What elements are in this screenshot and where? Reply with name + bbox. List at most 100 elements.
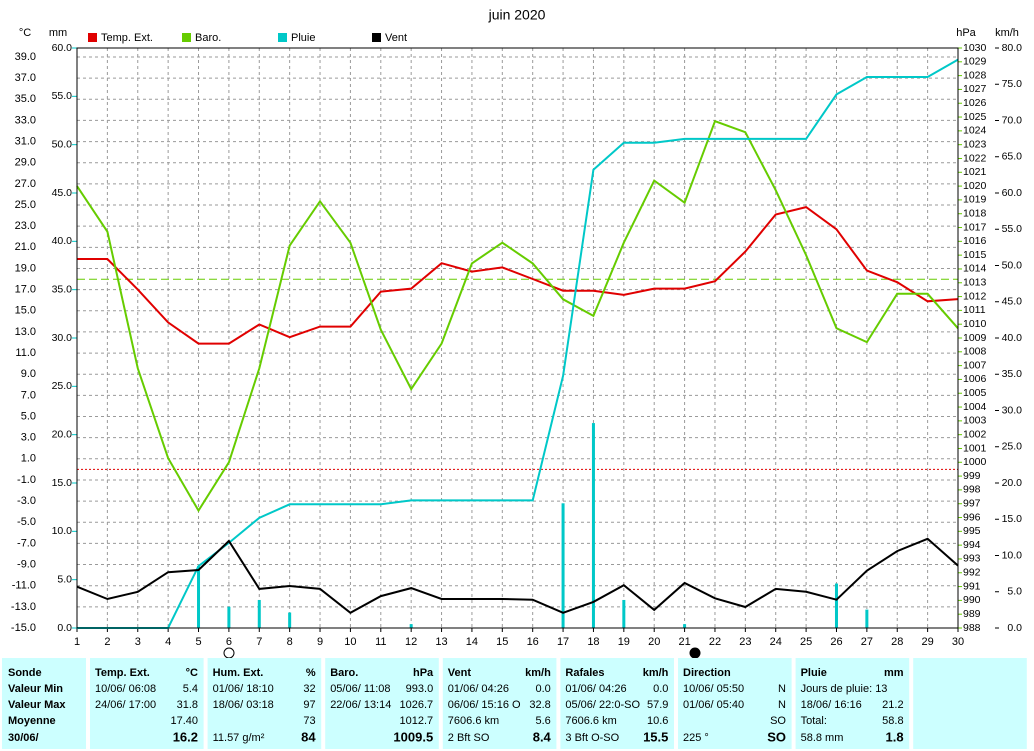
x-tick-label: 20 bbox=[648, 636, 660, 648]
rain-bar bbox=[865, 609, 869, 628]
y-tick-label: 35.0 bbox=[52, 283, 73, 295]
y-tick-label: 1011 bbox=[963, 304, 986, 316]
cell-value: 993.0 bbox=[406, 683, 434, 695]
y-tick-label: 1027 bbox=[963, 83, 987, 95]
cell-value: 32 bbox=[303, 683, 315, 695]
legend-label: Baro. bbox=[195, 32, 221, 44]
table-panel bbox=[795, 658, 910, 749]
rain-bar bbox=[288, 612, 292, 628]
x-tick-label: 19 bbox=[618, 636, 630, 648]
plot-frame bbox=[76, 47, 959, 629]
legend-label: Temp. Ext. bbox=[101, 32, 153, 44]
cell-value: 0.0 bbox=[653, 683, 668, 695]
y-tick-label: 80.0 bbox=[1002, 42, 1023, 54]
cell-label: 22/06/ 13:14 bbox=[330, 699, 391, 711]
cell-label: 225 ° bbox=[683, 732, 709, 744]
cell-value: 15.5 bbox=[643, 729, 668, 744]
y-tick-label: 988 bbox=[963, 622, 981, 634]
cell-label: 7606.6 km bbox=[565, 715, 616, 727]
table-panel bbox=[913, 658, 1027, 749]
cell-label: 10/06/ 05:50 bbox=[683, 683, 744, 695]
y-tick-label: 1001 bbox=[963, 442, 987, 454]
y-tick-label: 10.0 bbox=[52, 525, 73, 537]
y-tick-label: 1028 bbox=[963, 69, 987, 81]
x-tick-label: 30 bbox=[952, 636, 964, 648]
y-tick-label: 70.0 bbox=[1002, 114, 1023, 126]
y-tick-label: 60.0 bbox=[1002, 187, 1023, 199]
y-tick-label: 15.0 bbox=[1002, 513, 1023, 525]
y-tick-label: 39.0 bbox=[15, 51, 36, 63]
y-tick-label: 1012 bbox=[963, 290, 987, 302]
y-tick-label: 37.0 bbox=[15, 72, 36, 84]
table-panel bbox=[442, 658, 557, 749]
rain-bar bbox=[257, 599, 261, 628]
cell-label: 01/06/ 04:26 bbox=[565, 683, 626, 695]
y-tick-label: 11.0 bbox=[15, 347, 36, 359]
row-label: 30/06/ bbox=[8, 732, 39, 744]
y-tick-label: -3.0 bbox=[17, 495, 36, 507]
y-tick-label: 5.0 bbox=[57, 573, 72, 585]
cell-value: 16.2 bbox=[173, 729, 198, 744]
column-unit: km/h bbox=[525, 667, 551, 679]
x-tick-label: 8 bbox=[287, 636, 293, 648]
legend-label: Pluie bbox=[291, 32, 315, 44]
y-tick-label: 3.0 bbox=[21, 432, 36, 444]
y-tick-label: 40.0 bbox=[52, 235, 73, 247]
legend-swatch bbox=[182, 33, 191, 42]
legend-label: Vent bbox=[385, 32, 407, 44]
y-tick-label: 1003 bbox=[963, 415, 987, 427]
y-tick-label: 1029 bbox=[963, 56, 987, 68]
y-tick-label: -13.0 bbox=[11, 601, 36, 613]
cell-label: 2 Bft SO bbox=[448, 732, 490, 744]
cell-value: N bbox=[778, 699, 786, 711]
legend-swatch bbox=[372, 33, 381, 42]
y-tick-label: 1030 bbox=[963, 42, 987, 54]
cell-value: 1.8 bbox=[886, 729, 904, 744]
y-tick-label: 999 bbox=[963, 470, 981, 482]
chart-title: juin 2020 bbox=[488, 7, 546, 23]
cell-value: 1026.7 bbox=[400, 699, 434, 711]
cell-label: 05/06/ 11:08 bbox=[330, 683, 390, 695]
x-tick-label: 15 bbox=[496, 636, 508, 648]
y-tick-label: 1022 bbox=[963, 152, 987, 164]
cell-value: 5.6 bbox=[536, 715, 551, 727]
y-tick-label: -7.0 bbox=[17, 537, 36, 549]
rain-bar bbox=[561, 503, 565, 628]
x-tick-label: 29 bbox=[921, 636, 933, 648]
y-tick-label: 15.0 bbox=[52, 477, 73, 489]
series-line bbox=[76, 537, 959, 614]
y-tick-label: 27.0 bbox=[15, 178, 36, 190]
y-tick-label: 30.0 bbox=[52, 332, 73, 344]
y-tick-label: 1007 bbox=[963, 359, 987, 371]
rain-bar bbox=[227, 606, 231, 628]
row-label: Valeur Min bbox=[8, 683, 63, 695]
y-tick-label: 990 bbox=[963, 594, 981, 606]
cell-label: 3 Bft O-SO bbox=[565, 732, 619, 744]
table-panel bbox=[207, 658, 322, 749]
moon-icon bbox=[223, 647, 235, 659]
column-unit: % bbox=[306, 667, 316, 679]
y-tick-label: 5.0 bbox=[1007, 586, 1022, 598]
y-tick-label: 0.0 bbox=[57, 622, 72, 634]
x-tick-label: 14 bbox=[466, 636, 478, 648]
y-tick-label: -15.0 bbox=[11, 622, 36, 634]
cell-label: Jours de pluie: 13 bbox=[801, 683, 888, 695]
y-tick-label: 996 bbox=[963, 511, 981, 523]
table-panel bbox=[560, 658, 674, 749]
rain-bar bbox=[622, 599, 626, 628]
table-panel bbox=[678, 658, 792, 749]
x-tick-label: 11 bbox=[375, 636, 386, 648]
x-tick-label: 21 bbox=[678, 636, 690, 648]
y-tick-label: 55.0 bbox=[52, 90, 73, 102]
y-tick-label: 35.0 bbox=[15, 93, 36, 105]
cell-value: N bbox=[778, 683, 786, 695]
y-tick-label: 55.0 bbox=[1002, 223, 1023, 235]
x-tick-label: 22 bbox=[709, 636, 721, 648]
plot: 1 2 3 4 5 6 7 8 9 10 11 12 13 14 15 16 17 18 19 20 21 22 23 24 2… bbox=[11, 42, 1022, 648]
column-header: Vent bbox=[448, 667, 472, 679]
rain-bar bbox=[409, 624, 413, 628]
y-tick-label: 1020 bbox=[963, 180, 987, 192]
y-tick-label: 991 bbox=[963, 580, 981, 592]
cell-value: 73 bbox=[303, 715, 315, 727]
